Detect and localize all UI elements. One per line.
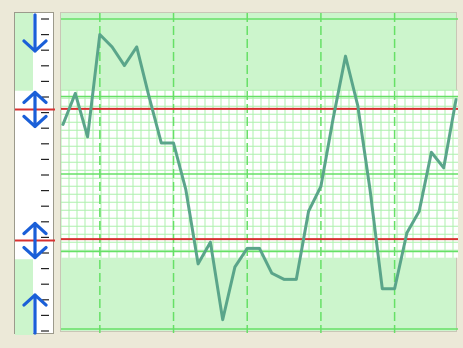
- series-line: [61, 33, 458, 322]
- scale-outside-bottom: [15, 259, 33, 335]
- major-grid: [61, 13, 458, 333]
- plot-area: [60, 12, 458, 333]
- plot-svg: [61, 13, 458, 333]
- scale-handles: [22, 13, 48, 335]
- double-arrow-vertical-icon[interactable]: [22, 90, 48, 129]
- scale-outside-top: [15, 13, 33, 91]
- scale-strip-svg: [15, 13, 55, 335]
- scale-strip[interactable]: [14, 12, 55, 335]
- series-polyline: [61, 33, 458, 322]
- scale-outside-band-fill: [15, 13, 33, 335]
- double-arrow-vertical-icon[interactable]: [22, 221, 48, 260]
- arrow-down-icon[interactable]: [22, 13, 48, 53]
- threshold-lines: [61, 107, 458, 241]
- scale-ticks: [41, 18, 49, 332]
- arrow-up-icon[interactable]: [22, 293, 48, 335]
